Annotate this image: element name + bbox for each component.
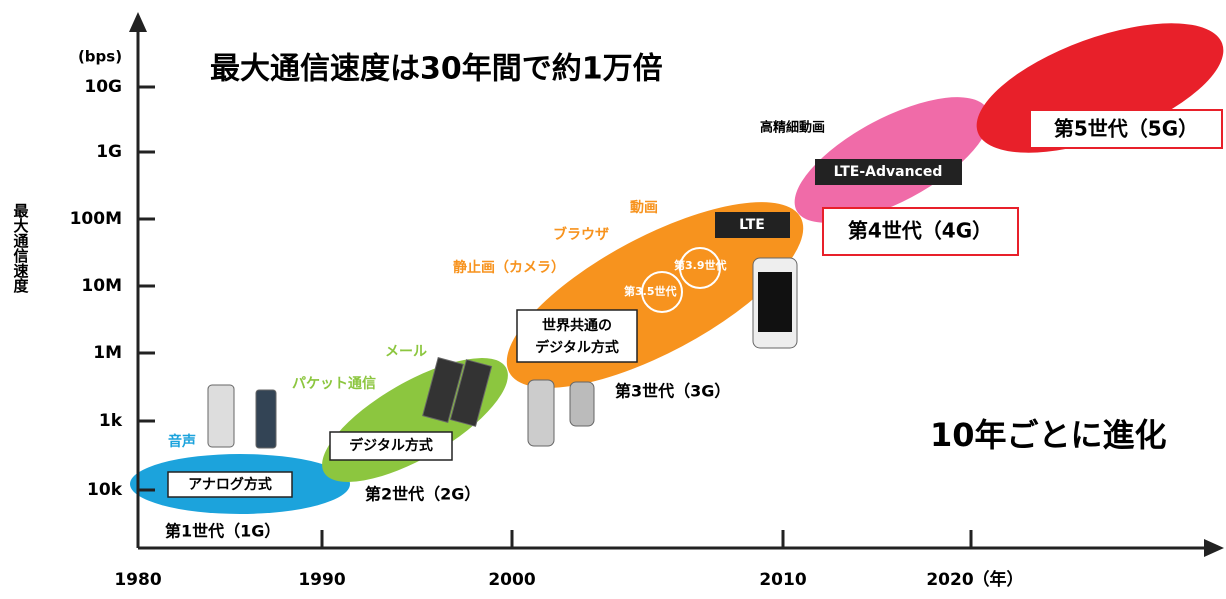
- method: デジタル方式: [349, 437, 433, 454]
- y-tick-label: 100M: [70, 209, 122, 229]
- y-tick-label: 10M: [81, 276, 122, 296]
- gen-name: 第4世代（4G）: [848, 219, 992, 243]
- x-unit: （年）: [973, 569, 1024, 590]
- gen-name: 第3世代（3G）: [615, 382, 730, 401]
- y-label: 最大通信速度: [12, 202, 30, 294]
- sub-gen: 第3.9世代: [674, 258, 727, 272]
- gen5-area: [961, 0, 1226, 179]
- x-tick-label: 2010: [759, 570, 806, 590]
- method: 世界共通の: [542, 317, 612, 334]
- feature: ブラウザ: [553, 226, 609, 243]
- feature: 動画: [630, 199, 658, 216]
- method: アナログ方式: [188, 476, 272, 493]
- method: LTE: [739, 217, 765, 233]
- chart: 最大通信速度は30年間で約1万倍 (bps) 最大通信速度 10G 1G 100…: [0, 0, 1226, 595]
- feature: 高精細動画: [760, 120, 825, 136]
- note: 10年ごとに進化: [930, 416, 1167, 454]
- feature: メール: [385, 344, 427, 360]
- x-tick-label: 2020: [926, 570, 973, 590]
- x-tick-label: 2000: [488, 570, 535, 590]
- gen-name: 第5世代（5G）: [1054, 117, 1198, 141]
- x-tick-label: 1980: [114, 570, 161, 590]
- method: LTE-Advanced: [834, 164, 943, 180]
- y-tick-label: 1M: [93, 343, 122, 363]
- y-tick-label: 1k: [99, 411, 123, 431]
- feature: パケット通信: [292, 375, 376, 392]
- y-unit: (bps): [78, 48, 122, 66]
- title: 最大通信速度は30年間で約1万倍: [210, 52, 663, 87]
- sub-gen: 第3.5世代: [624, 284, 677, 298]
- method: デジタル方式: [535, 339, 619, 356]
- feature: 静止画（カメラ）: [453, 259, 565, 276]
- gen-name: 第1世代（1G）: [165, 522, 280, 541]
- feature: 音声: [168, 433, 196, 450]
- y-tick-label: 1G: [96, 142, 122, 162]
- y-tick-label: 10G: [84, 77, 122, 97]
- y-tick-label: 10k: [87, 480, 123, 500]
- gen-name: 第2世代（2G）: [365, 485, 480, 504]
- x-tick-label: 1990: [298, 570, 345, 590]
- gen2-area: [305, 335, 525, 506]
